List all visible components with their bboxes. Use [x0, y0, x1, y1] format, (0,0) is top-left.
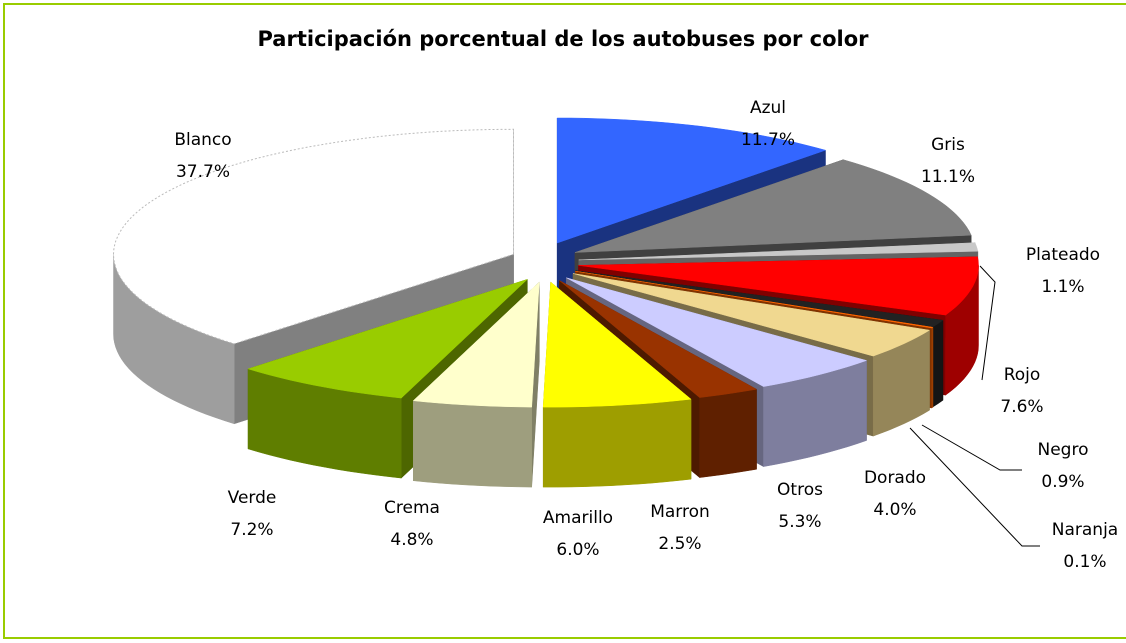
slice: [247, 279, 528, 399]
slice-label: Verde: [228, 488, 277, 508]
slice-outer-side: [113, 254, 235, 425]
slice-value-label: 0.1%: [1063, 552, 1106, 572]
slice-value-label: 4.8%: [390, 530, 433, 550]
slice: [575, 270, 944, 327]
slice-label: Gris: [931, 135, 965, 155]
slice-label: Otros: [777, 480, 823, 500]
leader-line: [921, 424, 1022, 471]
slice-value-label: 7.2%: [230, 520, 273, 540]
leader-line: [909, 427, 1040, 547]
slice-outer-side: [413, 400, 532, 488]
slice: [578, 256, 979, 316]
slice-value-label: 2.5%: [658, 534, 701, 554]
slice-outer-side: [699, 389, 757, 478]
slice-value-label: 0.9%: [1041, 472, 1084, 492]
slice-value-label: 1.1%: [1041, 277, 1084, 297]
slice-label: Negro: [1038, 440, 1089, 460]
slice-outer-side: [933, 319, 944, 408]
slice-label: Azul: [750, 98, 786, 118]
slice: [556, 117, 827, 244]
slice-outer-side: [931, 326, 934, 409]
slice: [112, 128, 514, 345]
slice: [542, 281, 692, 408]
pie: [112, 117, 979, 488]
slice-label: Amarillo: [543, 508, 613, 528]
slice: [574, 159, 972, 253]
slice-value-label: 11.1%: [921, 167, 975, 187]
slice-label: Plateado: [1026, 245, 1100, 265]
slice-label: Rojo: [1004, 365, 1041, 385]
slice-label: Naranja: [1052, 520, 1118, 540]
slice-outer-side: [542, 398, 692, 488]
slice-label: Dorado: [864, 468, 926, 488]
slice-label: Crema: [384, 498, 440, 518]
slice-value-label: 37.7%: [176, 162, 230, 182]
slice-value-label: 11.7%: [741, 130, 795, 150]
slice-value-label: 5.3%: [778, 512, 821, 532]
chart-title: Participación porcentual de los autobuse…: [257, 27, 869, 51]
slice: [566, 277, 868, 387]
slice-value-label: 4.0%: [873, 500, 916, 520]
slice: [412, 281, 540, 408]
slice: [573, 273, 931, 357]
slice-label: Blanco: [174, 130, 231, 150]
slice: [559, 280, 758, 398]
leader-line: [979, 265, 996, 381]
labels: Azul 11.7% Gris 11.1% Plateado 1.1% Rojo 7.6% Ne…: [174, 98, 1118, 572]
slice-value-label: 7.6%: [1000, 397, 1043, 417]
slice-label: Marron: [650, 502, 710, 522]
slice-value-label: 6.0%: [556, 540, 599, 560]
slice: [575, 270, 934, 329]
slice: [578, 242, 979, 261]
